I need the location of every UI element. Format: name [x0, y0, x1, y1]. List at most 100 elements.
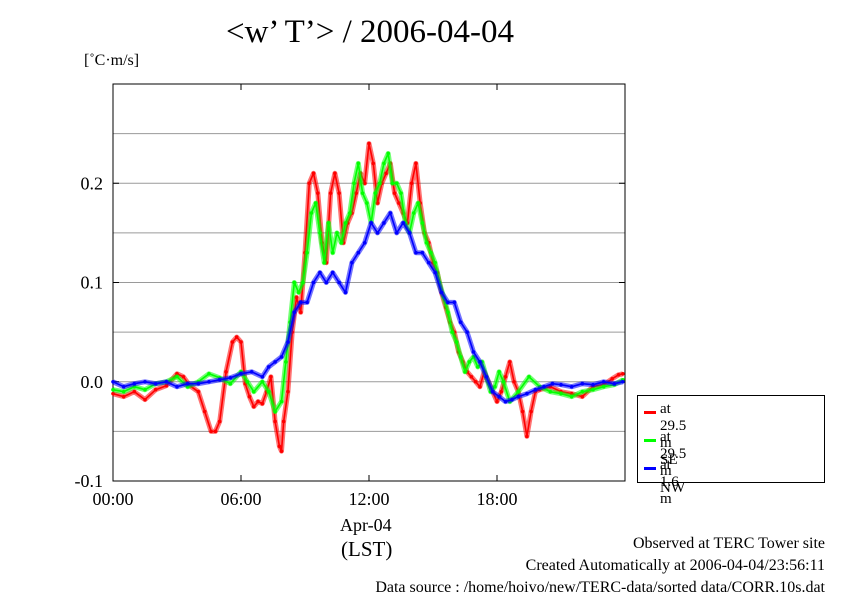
- data-point: [247, 394, 252, 399]
- data-point: [228, 375, 233, 380]
- data-point: [501, 379, 506, 384]
- data-point: [284, 360, 288, 364]
- series-1: [111, 141, 625, 454]
- data-point: [467, 360, 472, 364]
- data-point: [111, 379, 115, 384]
- data-point: [371, 161, 376, 166]
- data-point: [337, 280, 341, 285]
- data-point: [471, 350, 476, 354]
- data-point: [490, 389, 495, 394]
- y-tick-label: 0.2: [81, 173, 104, 193]
- data-point: [476, 365, 480, 369]
- data-point: [111, 391, 115, 396]
- data-point: [559, 382, 563, 387]
- data-point: [252, 389, 256, 394]
- data-point: [153, 387, 158, 392]
- x-tick-label: 00:00: [92, 489, 133, 509]
- data-point: [279, 355, 284, 359]
- x-tick-label: 18:00: [476, 489, 517, 509]
- data-point: [433, 260, 437, 265]
- x-axis-date-label: Apr-04: [340, 515, 392, 535]
- data-point: [397, 201, 401, 205]
- data-point: [292, 280, 297, 285]
- data-point: [260, 379, 265, 384]
- data-point: [217, 377, 222, 382]
- data-point: [399, 191, 403, 195]
- data-point: [493, 384, 497, 389]
- data-point: [121, 389, 126, 394]
- data-point: [294, 295, 299, 300]
- data-point: [426, 260, 431, 265]
- data-point: [478, 360, 482, 364]
- data-point: [377, 181, 382, 186]
- data-point: [497, 370, 501, 374]
- data-point: [542, 384, 546, 389]
- series-line: [112, 142, 624, 453]
- data-point: [458, 355, 463, 359]
- data-point: [580, 389, 585, 394]
- data-point: [260, 401, 265, 406]
- data-point: [132, 381, 137, 386]
- data-point: [313, 201, 318, 205]
- data-point: [580, 381, 585, 386]
- data-point: [252, 404, 256, 409]
- data-point: [409, 181, 414, 186]
- data-point: [245, 379, 250, 384]
- data-point: [369, 221, 373, 225]
- data-point: [217, 419, 222, 424]
- y-axis-unit-label: [˚C·m/s]: [84, 52, 140, 69]
- data-point: [196, 381, 201, 386]
- legend-swatch: [644, 411, 656, 414]
- data-point: [365, 201, 369, 205]
- data-point: [175, 384, 179, 389]
- data-point: [616, 373, 621, 377]
- data-point: [580, 394, 585, 399]
- data-point: [356, 250, 361, 255]
- data-point: [273, 360, 277, 364]
- legend-swatch: [644, 467, 656, 470]
- data-point: [414, 161, 418, 166]
- data-point: [463, 370, 467, 374]
- data-point: [348, 211, 352, 215]
- data-point: [360, 191, 365, 195]
- data-point: [330, 270, 335, 275]
- data-point: [362, 241, 367, 245]
- data-point: [196, 389, 201, 394]
- data-point: [458, 320, 463, 325]
- data-point: [121, 394, 126, 399]
- data-point: [207, 372, 211, 376]
- data-point: [279, 449, 284, 454]
- data-point: [333, 171, 337, 176]
- data-point: [311, 171, 316, 176]
- data-point: [326, 221, 331, 225]
- data-point: [601, 379, 606, 384]
- data-point: [559, 391, 563, 396]
- data-point: [610, 376, 614, 381]
- data-point: [228, 381, 233, 386]
- data-point: [296, 290, 301, 295]
- data-point: [301, 280, 305, 285]
- data-point: [277, 444, 282, 449]
- data-point: [420, 221, 425, 225]
- data-point: [234, 335, 239, 339]
- data-point: [307, 181, 312, 186]
- data-point: [508, 360, 512, 364]
- data-point: [356, 161, 361, 166]
- data-point: [401, 221, 405, 225]
- series-3: [111, 210, 625, 405]
- data-point: [298, 300, 303, 305]
- x-axis-label: (LST): [341, 537, 393, 561]
- legend: at 29.5 m SE at 29.5 m NW at 1.6 m: [637, 395, 825, 507]
- data-point: [328, 191, 333, 195]
- data-point: [591, 382, 595, 387]
- data-point: [269, 374, 273, 379]
- data-point: [292, 310, 297, 315]
- data-point: [207, 379, 211, 384]
- data-point: [591, 387, 595, 392]
- data-point: [143, 387, 147, 392]
- data-point: [132, 389, 137, 394]
- data-point: [439, 290, 444, 295]
- data-point: [339, 241, 344, 245]
- data-point: [446, 300, 450, 305]
